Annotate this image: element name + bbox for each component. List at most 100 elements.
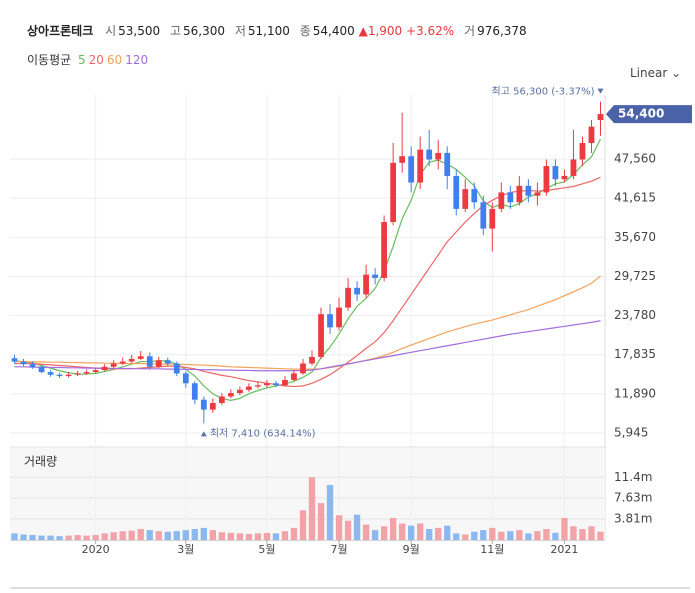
- y-tick-label: 23,780: [614, 308, 656, 322]
- volume-title: 거래량: [24, 455, 57, 469]
- y-tick-label: 7.63m: [614, 491, 652, 505]
- volume-pane-bg: [10, 448, 605, 540]
- candle-body: [146, 356, 153, 367]
- candle-body: [309, 356, 315, 364]
- label: 거: [464, 24, 476, 38]
- volume-bar: [371, 530, 379, 540]
- candle-body: [327, 314, 333, 328]
- volume-bar: [200, 527, 207, 540]
- volume-bar: [236, 533, 244, 540]
- label: 시: [105, 24, 117, 38]
- value: 54,400: [312, 24, 355, 38]
- candle-body: [128, 358, 135, 362]
- volume-bar: [83, 535, 90, 540]
- volume-bar: [588, 526, 595, 540]
- volume-bar: [29, 535, 36, 540]
- candle-body: [570, 159, 577, 176]
- candle-body: [345, 287, 351, 308]
- volume-bar: [426, 528, 433, 540]
- candle-body: [119, 361, 126, 364]
- value: 51,100: [247, 24, 290, 38]
- volume-bar: [462, 534, 469, 540]
- legend-entry: 60: [106, 53, 123, 67]
- volume-bar: [182, 530, 189, 540]
- value: 53,500: [118, 24, 161, 38]
- volume-bar: [227, 532, 235, 540]
- y-tick-label: 35,670: [614, 230, 656, 244]
- candle-body: [516, 185, 523, 203]
- quote-header: 상아프론테크 시 53,500 고 56,300 저 51,100 종 54,400 ▲…: [27, 22, 527, 39]
- candle-body: [182, 373, 189, 384]
- label: 고: [169, 24, 181, 38]
- volume-bar: [146, 530, 153, 540]
- volume-bar: [290, 527, 298, 540]
- y-tick-label: 5,945: [614, 425, 648, 439]
- change-pct: +3.62%: [406, 24, 455, 38]
- volume-bar: [471, 531, 478, 540]
- ma-label: 이동평균: [27, 53, 72, 67]
- candle-body: [20, 361, 27, 365]
- candle-body: [11, 358, 18, 362]
- candle-body: [399, 156, 406, 163]
- y-tick-label: 11,890: [614, 386, 656, 400]
- scale-label[interactable]: Linear: [630, 66, 668, 80]
- volume-bar: [534, 531, 541, 540]
- volume-bar: [191, 528, 198, 540]
- x-tick-label: 9월: [403, 543, 420, 556]
- legend-entry: 20: [88, 53, 104, 67]
- candle-body: [29, 364, 36, 367]
- volume-bar: [308, 477, 316, 540]
- candle-body: [588, 126, 595, 144]
- volume-bar: [254, 533, 262, 540]
- volume-bar: [417, 523, 424, 540]
- volume-bar: [263, 532, 271, 540]
- candle-body: [390, 162, 397, 223]
- volume-bar: [128, 530, 135, 540]
- x-tick-label: 5월: [258, 543, 275, 556]
- x-tick-label: 2020: [82, 543, 110, 556]
- legend-entry: 120: [125, 53, 149, 67]
- x-tick-label: 7월: [330, 543, 347, 556]
- volume-bar: [489, 527, 496, 540]
- volume-bar: [317, 503, 325, 540]
- candle-body: [579, 143, 586, 160]
- low-annotation: 최저 7,410 (634.14%): [210, 427, 316, 439]
- candle-body: [137, 356, 144, 359]
- volume-bar: [272, 533, 280, 540]
- candle-body: [498, 192, 505, 209]
- candle-body: [480, 202, 487, 229]
- candle-body: [191, 383, 198, 400]
- volume-bar: [498, 531, 505, 540]
- volume-bar: [218, 532, 226, 540]
- candle-body: [282, 379, 288, 386]
- last-price-tag: [606, 105, 692, 124]
- candle-body: [354, 287, 360, 295]
- low-arrow: [200, 431, 207, 437]
- x-tick-label: 3월: [177, 543, 194, 556]
- x-tick-label: 2021: [550, 543, 578, 556]
- candle-body: [417, 149, 424, 183]
- volume-bar: [92, 535, 99, 540]
- volume-bar: [137, 528, 144, 540]
- legend-entry: 5: [78, 53, 86, 67]
- ma-legend: 이동평균 5 20 60 120: [27, 51, 151, 68]
- volume-bar: [444, 525, 451, 540]
- candle-body: [543, 166, 550, 193]
- volume-bar: [561, 517, 568, 540]
- volume-bar: [597, 531, 604, 540]
- volume-bar: [389, 517, 397, 540]
- y-tick-label: 41,615: [614, 191, 656, 205]
- volume-bar: [119, 531, 126, 540]
- volume-bar: [74, 535, 81, 540]
- high-arrow: [597, 88, 604, 94]
- volume-bar: [65, 535, 72, 540]
- candle-body: [381, 222, 388, 278]
- volume-bar: [335, 515, 343, 540]
- volume-bar: [362, 524, 370, 540]
- volume-bar: [56, 536, 63, 540]
- candle-body: [255, 385, 261, 387]
- volume-bar: [299, 510, 307, 540]
- scale-dropdown[interactable]: Linear ⌄: [630, 66, 681, 80]
- x-tick-label: 11월: [480, 543, 504, 556]
- candle-body: [462, 189, 469, 209]
